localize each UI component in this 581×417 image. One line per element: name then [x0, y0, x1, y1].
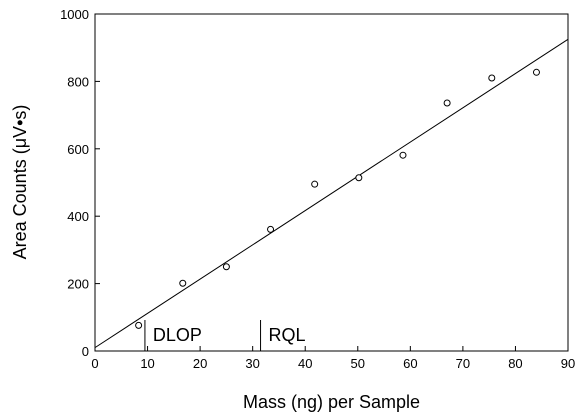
x-tick-label: 0 [91, 356, 98, 371]
y-axis-title: Area Counts (μV•s) [10, 105, 30, 260]
x-tick-label: 70 [456, 356, 470, 371]
regression-line [94, 38, 569, 349]
data-point [311, 180, 319, 188]
y-tick-label: 200 [67, 277, 89, 292]
data-point [399, 151, 407, 159]
threshold-label: DLOP [153, 325, 202, 345]
x-tick-label: 30 [245, 356, 259, 371]
y-tick-label: 800 [67, 74, 89, 89]
data-point [135, 321, 143, 329]
x-tick-label: 80 [508, 356, 522, 371]
y-axis-ticks: 0 200 400 600 800 1000 [60, 7, 100, 359]
x-tick-label: 40 [298, 356, 312, 371]
data-point [355, 174, 363, 182]
data-point [532, 68, 540, 76]
data-point [488, 74, 496, 82]
y-tick-label: 600 [67, 142, 89, 157]
y-tick-label: 0 [82, 344, 89, 359]
x-tick-label: 90 [561, 356, 575, 371]
data-point [267, 225, 275, 233]
data-point [179, 279, 187, 287]
x-axis-title: Mass (ng) per Sample [243, 392, 420, 412]
x-tick-label: 60 [403, 356, 417, 371]
x-axis-ticks: 0 10 20 30 40 50 60 70 80 90 [91, 346, 575, 371]
data-points [135, 68, 540, 329]
y-tick-label: 400 [67, 209, 89, 224]
x-tick-label: 20 [193, 356, 207, 371]
data-point [222, 263, 230, 271]
data-point [443, 99, 451, 107]
plot-frame [94, 13, 569, 352]
x-tick-label: 10 [140, 356, 154, 371]
threshold-markers: DLOP RQL [144, 320, 306, 351]
threshold-label: RQL [269, 325, 306, 345]
y-tick-label: 1000 [60, 7, 89, 22]
x-tick-label: 50 [351, 356, 365, 371]
